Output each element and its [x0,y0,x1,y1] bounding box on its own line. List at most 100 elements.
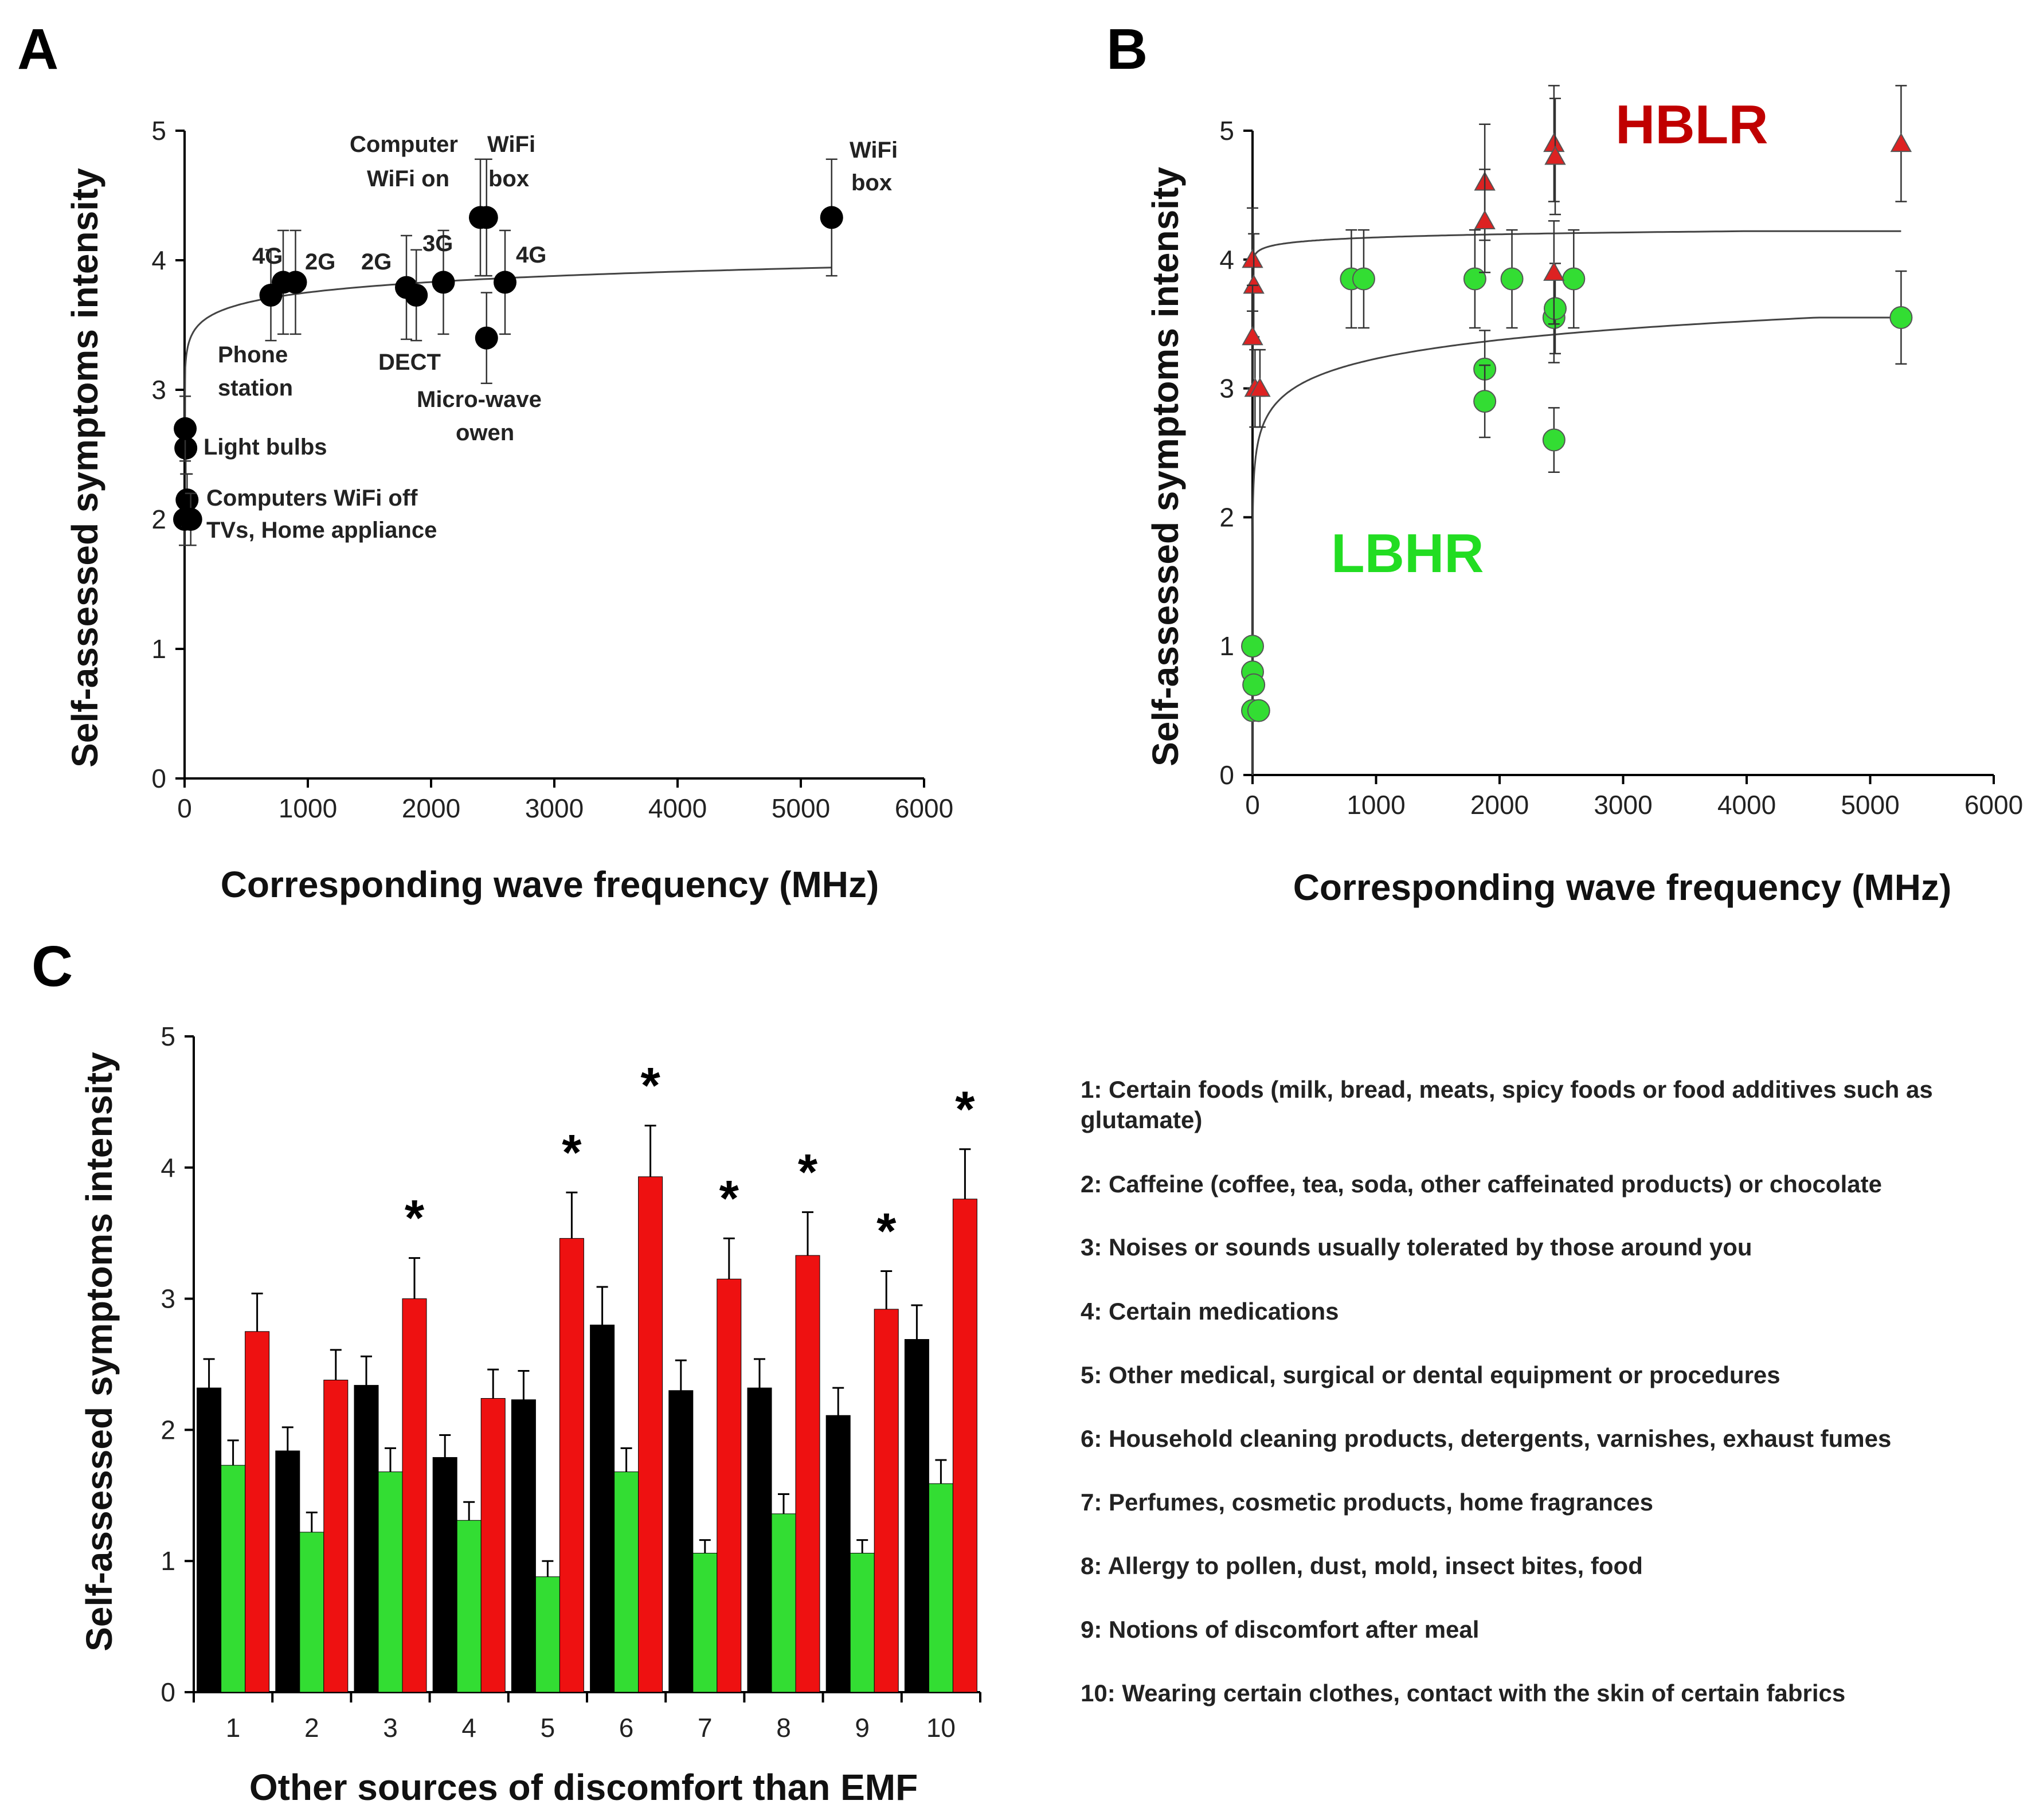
y-tick-label: 1 [1219,631,1234,661]
bar-red [874,1309,899,1693]
panel-c-legend: 1: Certain foods (milk, bread, meats, sp… [1081,1076,1933,1707]
lbhr-point [1473,390,1497,413]
point-annotation: station [218,375,293,401]
legend-item: 4: Certain medications [1081,1298,1339,1325]
point-annotation: 2G [361,249,392,275]
y-tick-label: 4 [161,1153,175,1183]
data-point [494,271,516,294]
x-tick-label: 8 [776,1713,791,1743]
hblr-point [1242,326,1263,346]
y-tick-label: 4 [151,245,166,275]
bar-green [378,1471,403,1693]
panel-a-letter: A [17,17,58,81]
y-tick-label: 3 [151,375,166,405]
bar-red [402,1298,427,1693]
x-tick-label: 0 [177,793,192,823]
panel-c-letter: C [32,934,73,999]
lbhr-point [1352,267,1375,291]
data-point [475,206,498,229]
hblr-point [1543,261,1565,281]
y-tick-label: 2 [161,1415,175,1445]
point-annotation: TVs, Home appliance [206,518,437,543]
hblr-point [1890,132,1912,152]
panel-c-ylabel: Self-assessed symptoms intensity [79,1052,120,1651]
bar-green [535,1576,560,1693]
legend-item: 7: Perfumes, cosmetic products, home fra… [1081,1489,1653,1516]
bar-black [590,1324,615,1693]
point-annotation: owen [456,420,514,445]
bar-black [432,1457,457,1693]
point-annotation: 4G [252,244,283,269]
point-annotation: Light bulbs [204,435,327,460]
lbhr-point [1889,306,1913,329]
legend-item: 5: Other medical, surgical or dental equ… [1081,1361,1780,1388]
hblr-point [1243,274,1265,294]
bar-green [928,1483,953,1693]
panel-c-xlabel: Other sources of discomfort than EMF [249,1767,918,1808]
y-tick-label: 5 [161,1021,175,1051]
significance-star: * [798,1144,818,1200]
y-tick-label: 3 [1219,374,1234,404]
bar-green [456,1520,482,1693]
bar-green [221,1465,246,1693]
bar-red [638,1176,663,1693]
data-point [179,508,202,531]
data-point [475,326,498,350]
significance-star: * [405,1189,425,1246]
x-tick-label: 1000 [1347,790,1405,820]
point-annotation: WiFi [487,132,535,157]
legend-item: glutamate) [1081,1106,1202,1133]
point-annotation: Micro-wave [417,387,542,412]
hblr-point [1544,145,1566,165]
data-point [405,284,428,307]
legend-item: 2: Caffeine (coffee, tea, soda, other ca… [1081,1171,1882,1197]
lbhr-point [1543,297,1567,320]
x-tick-label: 0 [1245,790,1260,820]
x-tick-label: 4 [461,1713,476,1743]
significance-star: * [640,1057,660,1114]
data-point [175,488,199,512]
point-annotation: Computer [350,132,458,157]
panel-b-letter: B [1106,17,1148,81]
y-tick-label: 0 [151,764,166,793]
data-point [284,271,307,294]
significance-star: * [876,1203,897,1259]
lbhr-group-label: LBHR [1331,523,1484,584]
lbhr-point [1500,267,1524,291]
point-annotation: Computers WiFi off [206,486,418,511]
lbhr-point [1562,267,1586,291]
y-tick-label: 5 [151,116,166,146]
bar-black [197,1387,222,1693]
bar-green [614,1471,639,1693]
x-tick-label: 3000 [525,793,584,823]
x-tick-label: 9 [855,1713,870,1743]
y-tick-label: 2 [1219,502,1234,532]
lbhr-fit-curve [1251,316,1901,775]
panel-a-chart: Self-assessed symptoms intensity Corresp… [64,116,953,905]
point-annotation: 4G [516,242,546,268]
x-tick-label: 7 [698,1713,713,1743]
x-tick-label: 5000 [772,793,830,823]
bar-black [511,1399,536,1693]
lbhr-point [1241,635,1264,658]
hblr-point [1242,248,1263,268]
bar-red [480,1398,506,1693]
y-tick-label: 4 [1219,245,1234,275]
point-annotation: WiFi on [367,166,449,191]
bar-green [850,1552,875,1693]
lbhr-point [1247,699,1270,722]
x-tick-label: 4000 [648,793,707,823]
bar-black [668,1390,694,1693]
bar-red [952,1199,977,1693]
legend-item: 9: Notions of discomfort after meal [1081,1616,1479,1643]
x-tick-label: 2000 [402,793,460,823]
point-annotation: DECT [378,350,441,375]
data-point [820,206,843,229]
x-tick-label: 2 [304,1713,319,1743]
hblr-point [1249,377,1271,397]
bar-black [275,1450,300,1693]
panel-b-xlabel: Corresponding wave frequency (MHz) [1293,867,1952,908]
y-tick-label: 1 [151,634,166,664]
significance-star: * [719,1169,739,1226]
